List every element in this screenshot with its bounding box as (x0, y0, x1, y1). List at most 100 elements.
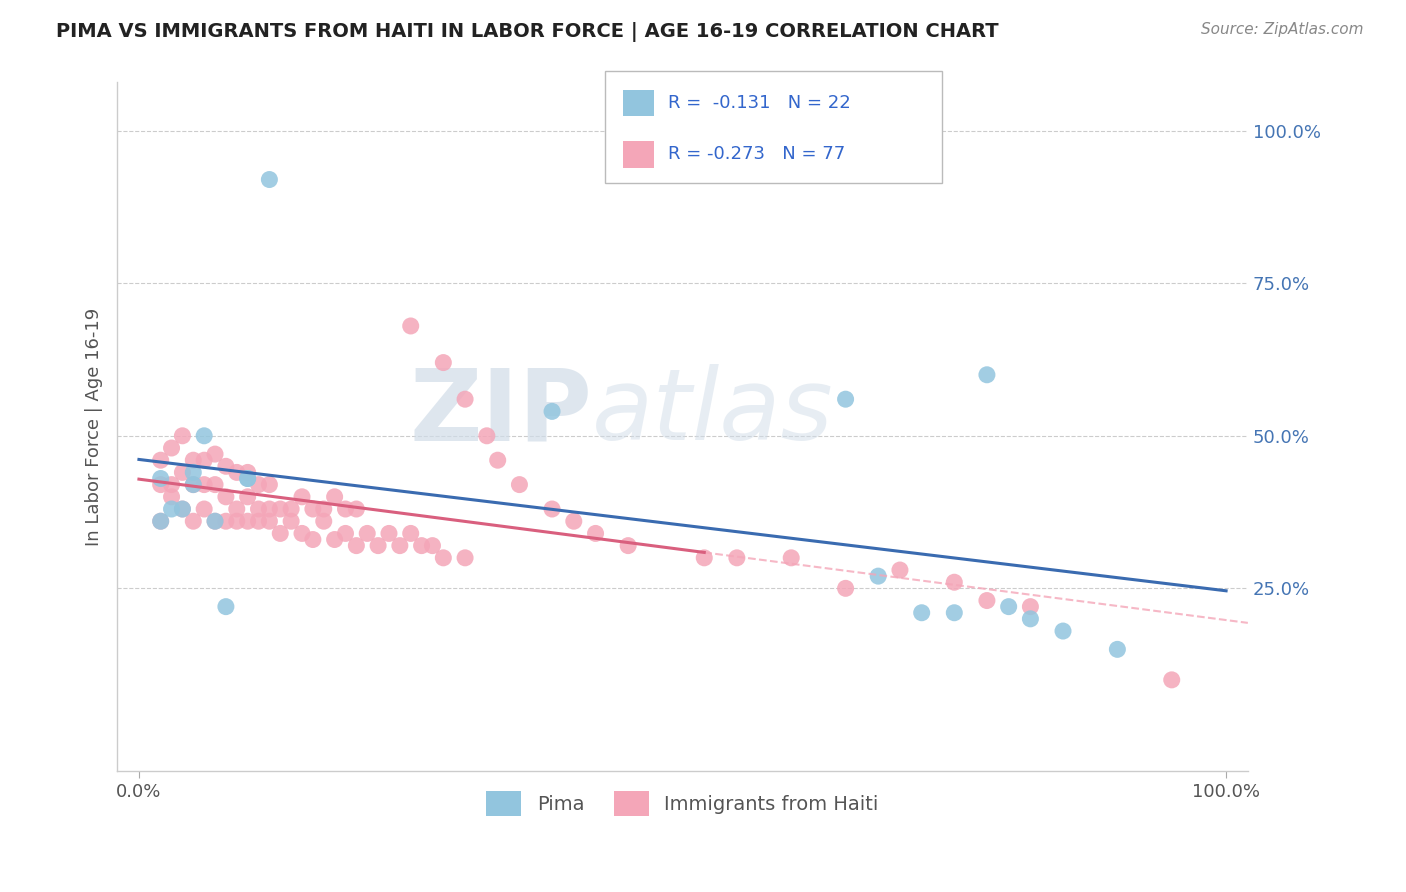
Point (399, 526, 422, 541)
Point (160, 490, 183, 504)
Point (834, 392, 856, 407)
Point (160, 477, 183, 491)
Point (541, 404, 564, 418)
Point (302, 533, 325, 547)
Point (422, 539, 444, 553)
Point (149, 514, 172, 528)
Point (1052, 624, 1074, 638)
Point (236, 514, 259, 528)
Point (291, 490, 314, 504)
Point (259, 172, 281, 186)
Point (149, 453, 172, 467)
Point (312, 502, 335, 516)
Point (204, 514, 226, 528)
Point (562, 514, 585, 528)
Point (312, 514, 335, 528)
Point (585, 526, 607, 541)
Legend: Pima, Immigrants from Haiti: Pima, Immigrants from Haiti (478, 783, 886, 823)
Point (149, 477, 172, 491)
Point (236, 471, 259, 485)
Point (367, 539, 389, 553)
Point (225, 466, 247, 480)
Y-axis label: In Labor Force | Age 16-19: In Labor Force | Age 16-19 (86, 308, 103, 546)
Point (486, 453, 509, 467)
Point (181, 453, 204, 467)
Point (160, 441, 183, 455)
Point (508, 477, 530, 491)
Point (160, 502, 183, 516)
Point (215, 490, 238, 504)
Point (215, 514, 238, 528)
Point (247, 477, 270, 491)
Point (399, 318, 422, 333)
Point (149, 471, 172, 485)
Point (976, 593, 998, 607)
Point (323, 533, 346, 547)
Point (269, 526, 291, 541)
Point (236, 490, 259, 504)
Point (943, 606, 966, 620)
Point (259, 477, 281, 491)
Text: R = -0.273   N = 77: R = -0.273 N = 77 (668, 145, 845, 163)
Point (204, 514, 226, 528)
Point (172, 502, 194, 516)
Point (172, 429, 194, 443)
Point (280, 502, 302, 516)
Point (323, 490, 346, 504)
Point (344, 502, 367, 516)
Point (1019, 612, 1042, 626)
Point (335, 526, 357, 541)
Text: PIMA VS IMMIGRANTS FROM HAITI IN LABOR FORCE | AGE 16-19 CORRELATION CHART: PIMA VS IMMIGRANTS FROM HAITI IN LABOR F… (56, 22, 998, 42)
Point (1160, 673, 1182, 687)
Point (172, 466, 194, 480)
Point (215, 599, 238, 614)
Point (181, 514, 204, 528)
Point (1107, 642, 1129, 657)
Point (236, 466, 259, 480)
Point (269, 502, 291, 516)
Point (725, 550, 748, 565)
Point (475, 429, 498, 443)
Text: ZIP: ZIP (409, 364, 592, 461)
Point (454, 550, 477, 565)
Point (432, 550, 454, 565)
Point (432, 355, 454, 369)
Point (997, 599, 1019, 614)
Point (149, 514, 172, 528)
Point (204, 477, 226, 491)
Point (541, 502, 564, 516)
Point (976, 368, 998, 382)
Point (411, 539, 433, 553)
Text: R =  -0.131   N = 22: R = -0.131 N = 22 (668, 94, 851, 112)
Point (889, 563, 911, 577)
Point (247, 502, 270, 516)
Point (943, 575, 966, 590)
Point (181, 466, 204, 480)
Point (780, 550, 803, 565)
Point (247, 514, 270, 528)
Point (302, 502, 325, 516)
Point (181, 477, 204, 491)
Point (335, 502, 357, 516)
Point (868, 569, 890, 583)
Point (911, 606, 934, 620)
Point (259, 502, 281, 516)
Point (172, 502, 194, 516)
Point (204, 447, 226, 461)
Point (693, 550, 716, 565)
Point (291, 526, 314, 541)
Point (193, 502, 215, 516)
Point (225, 514, 247, 528)
Point (259, 514, 281, 528)
Point (236, 471, 259, 485)
Point (1019, 599, 1042, 614)
Point (181, 477, 204, 491)
Point (454, 392, 477, 407)
Point (617, 539, 640, 553)
Point (193, 477, 215, 491)
Point (280, 514, 302, 528)
Point (193, 453, 215, 467)
Text: Source: ZipAtlas.com: Source: ZipAtlas.com (1201, 22, 1364, 37)
Point (834, 582, 856, 596)
Point (378, 526, 401, 541)
